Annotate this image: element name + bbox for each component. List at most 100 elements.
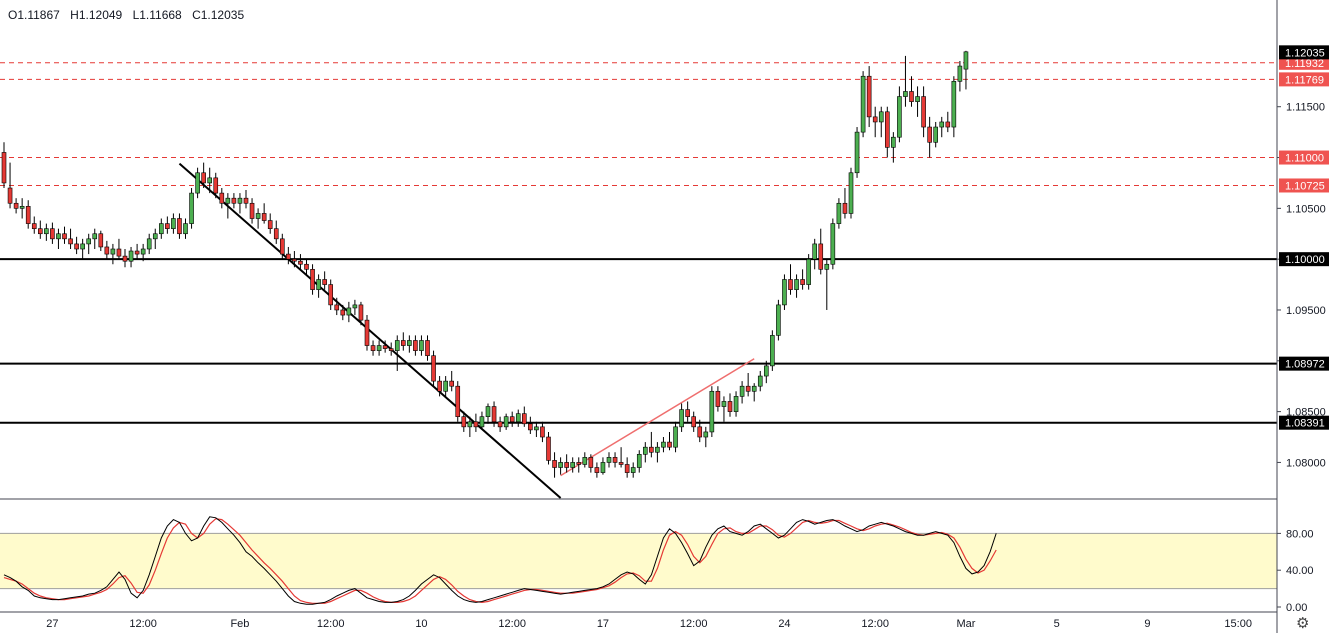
candle [292, 251, 297, 268]
trendlines[interactable] [178, 162, 755, 499]
candle-body [872, 116, 878, 123]
candle [370, 340, 376, 356]
candle [340, 304, 346, 321]
candle [661, 437, 666, 453]
candle [776, 299, 781, 341]
candle-body [884, 111, 890, 148]
candle [44, 223, 49, 241]
candle-body [576, 462, 582, 465]
candle [207, 167, 212, 194]
candle-body [292, 258, 297, 262]
candle [691, 411, 697, 432]
candle [80, 238, 85, 260]
candle [606, 452, 612, 468]
candle [400, 332, 406, 351]
candle [140, 243, 146, 262]
candle [909, 76, 914, 107]
candle [939, 116, 945, 138]
candle [552, 452, 557, 478]
candle-body [140, 248, 146, 255]
downtrend-trendline[interactable] [178, 162, 562, 499]
candle-body [697, 426, 703, 438]
candle [219, 188, 225, 209]
candle [897, 86, 902, 143]
candle [594, 462, 600, 478]
candle [98, 230, 104, 252]
candle-body [249, 202, 255, 219]
candle [649, 431, 654, 458]
time-tick-label: Mar [956, 618, 975, 630]
candle-body [721, 401, 727, 407]
candle-body [606, 457, 612, 463]
candle [673, 421, 678, 453]
candle [951, 76, 957, 138]
osc-tick-label: 80.00 [1286, 528, 1314, 540]
candle [261, 203, 267, 224]
candle [195, 167, 200, 199]
candle-body [461, 416, 467, 428]
candle-body [866, 75, 872, 118]
candle-body [322, 279, 327, 285]
candle [546, 431, 551, 465]
candle [739, 381, 745, 404]
candle [413, 335, 418, 356]
time-tick-label: 12:00 [680, 618, 708, 630]
candle [618, 447, 624, 468]
time-tick-label: 5 [1054, 618, 1060, 630]
candle-body [679, 409, 684, 428]
candle [963, 50, 969, 90]
candle-body [413, 340, 418, 351]
candle-body [431, 355, 436, 382]
candle-body [782, 279, 787, 306]
gear-icon[interactable]: ⚙ [1296, 615, 1310, 632]
candle-body [963, 51, 969, 70]
candle-body [618, 462, 624, 465]
candle [612, 452, 618, 468]
time-tick-label: 12:00 [498, 618, 526, 630]
candle [558, 457, 563, 475]
time-axis[interactable]: 27 12:00 Feb 12:00 10 12:00 17 12:00 24 12:00 Mar 5… [0, 611, 1277, 630]
candle [497, 416, 503, 432]
candle [68, 228, 73, 249]
candle-body [382, 345, 388, 349]
close-value: C1.12035 [192, 8, 245, 22]
candle-body [128, 250, 134, 262]
candle [800, 269, 805, 290]
candle-body [655, 446, 660, 453]
candle [927, 116, 932, 158]
candle [358, 301, 364, 326]
candle [667, 431, 672, 451]
candle [685, 401, 690, 422]
candle [794, 274, 799, 298]
candle-body [31, 223, 37, 229]
candle [267, 213, 273, 234]
candle [255, 208, 261, 229]
candle [860, 71, 866, 138]
candle [237, 193, 243, 214]
candle [110, 243, 116, 265]
candle-body [364, 319, 370, 346]
ohlc-legend: O1.11867 H1.12049 L1.11668 C1.12035 [8, 8, 251, 22]
candle-body [165, 223, 170, 229]
candle-body [528, 423, 533, 431]
candle [298, 254, 303, 270]
level-price-tag [1279, 252, 1329, 267]
candle [455, 381, 461, 422]
candle-body [564, 462, 569, 468]
price-tick-label: 1.11500 [1286, 102, 1325, 114]
candle-body [812, 243, 818, 260]
uptrend-trendline[interactable] [560, 358, 755, 477]
candle-body [636, 453, 642, 468]
candle [721, 396, 727, 422]
candle-body [219, 192, 225, 204]
open-value: O1.11867 [8, 8, 60, 22]
time-tick-label: 15:00 [1224, 618, 1252, 630]
horizontal-levels[interactable] [0, 62, 1277, 424]
stochastic-oscillator [3, 516, 997, 605]
candle-body [570, 462, 576, 468]
candle [915, 86, 920, 117]
candle-body [806, 258, 811, 285]
candle-body [159, 223, 164, 235]
candle [116, 238, 122, 260]
